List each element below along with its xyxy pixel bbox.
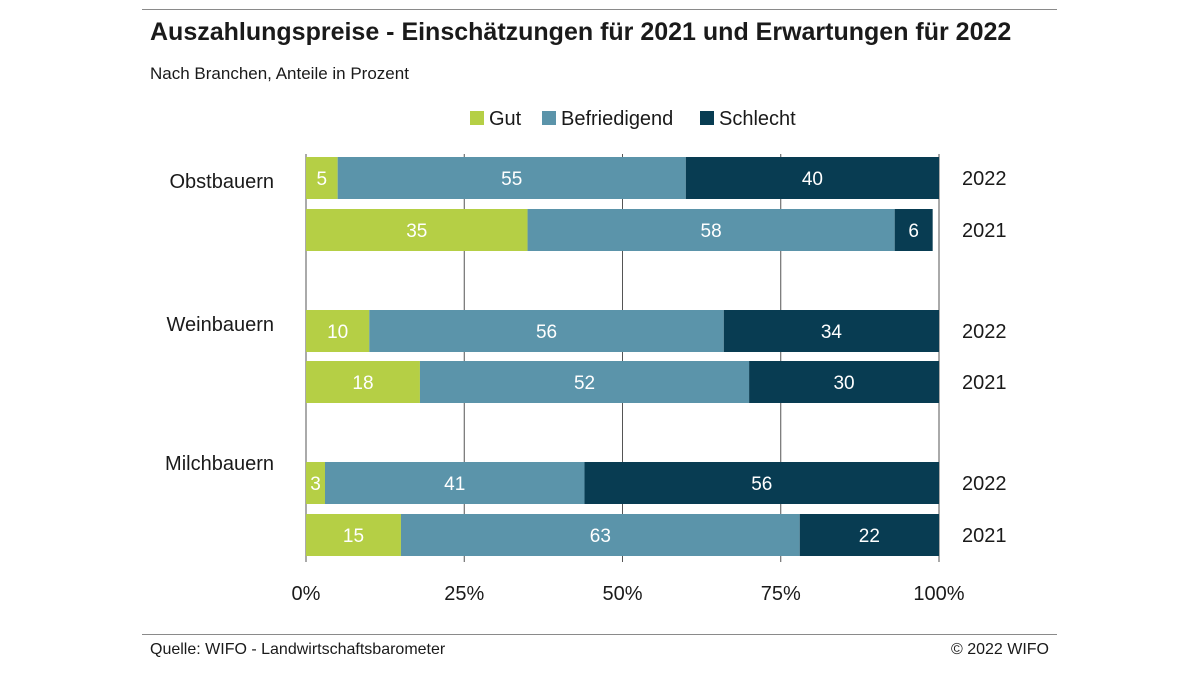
bar-segment	[324, 462, 585, 504]
chart-subtitle: Nach Branchen, Anteile in Prozent	[150, 64, 409, 83]
legend: Gut Befriedigend Schlecht	[470, 108, 796, 130]
bar-segment	[306, 361, 420, 403]
bar-segment	[419, 361, 750, 403]
copyright-note: © 2022 WIFO	[950, 641, 1049, 658]
bar-segment	[337, 157, 686, 199]
legend-swatch	[470, 111, 484, 125]
bar-year-label: 2022	[962, 168, 1007, 190]
bar-year-label: 2021	[962, 372, 1007, 394]
legend-label: Gut	[489, 108, 522, 130]
bar-segment	[749, 361, 939, 403]
bar-segment	[306, 310, 370, 352]
data-label: 40	[802, 169, 823, 190]
x-tick-label: 50%	[602, 583, 642, 605]
data-label: 52	[574, 373, 595, 394]
data-label: 56	[751, 474, 772, 495]
group-label: Weinbauern	[167, 314, 274, 336]
data-label: 56	[536, 322, 557, 343]
x-axis: 0% 25% 50% 75% 100%	[292, 583, 965, 605]
bar-year-label: 2022	[962, 473, 1007, 495]
bar-segment	[723, 310, 939, 352]
data-label: 55	[501, 169, 522, 190]
bar-segment	[306, 462, 325, 504]
data-label: 10	[327, 322, 348, 343]
bar-segment	[584, 462, 939, 504]
bar-segment	[400, 514, 800, 556]
source-note: Quelle: WIFO - Landwirtschaftsbarometer	[150, 641, 446, 658]
data-label: 58	[701, 221, 722, 242]
x-tick-label: 100%	[913, 583, 964, 605]
x-tick-label: 0%	[292, 583, 321, 605]
data-label: 34	[821, 322, 843, 343]
data-label: 5	[317, 169, 328, 190]
data-label: 3	[310, 474, 321, 495]
data-label: 22	[859, 526, 880, 547]
group-label: Milchbauern	[165, 453, 274, 475]
bar-segment	[527, 209, 895, 251]
bar-segment	[369, 310, 724, 352]
data-label: 41	[444, 474, 465, 495]
bar-segment	[306, 157, 338, 199]
bar-segment	[306, 209, 528, 251]
legend-label: Befriedigend	[561, 108, 673, 130]
bottom-rule	[142, 634, 1057, 635]
bar-segment	[799, 514, 939, 556]
bar-year-label: 2021	[962, 220, 1007, 242]
bar-segment	[685, 157, 939, 199]
bar-segment	[894, 209, 933, 251]
bar-segment	[306, 514, 401, 556]
data-label: 15	[343, 526, 364, 547]
legend-label: Schlecht	[719, 108, 796, 130]
legend-swatch	[542, 111, 556, 125]
group-label: Obstbauern	[169, 171, 274, 193]
data-label: 18	[352, 373, 373, 394]
x-tick-label: 75%	[761, 583, 801, 605]
data-label: 35	[406, 221, 427, 242]
bar-year-label: 2021	[962, 525, 1007, 547]
top-rule	[142, 9, 1057, 10]
bar-year-label: 2022	[962, 321, 1007, 343]
data-label: 6	[908, 221, 919, 242]
chart-title: Auszahlungspreise - Einschätzungen für 2…	[150, 18, 1012, 46]
data-label: 30	[833, 373, 854, 394]
x-tick-label: 25%	[444, 583, 484, 605]
data-label: 63	[590, 526, 611, 547]
legend-swatch	[700, 111, 714, 125]
